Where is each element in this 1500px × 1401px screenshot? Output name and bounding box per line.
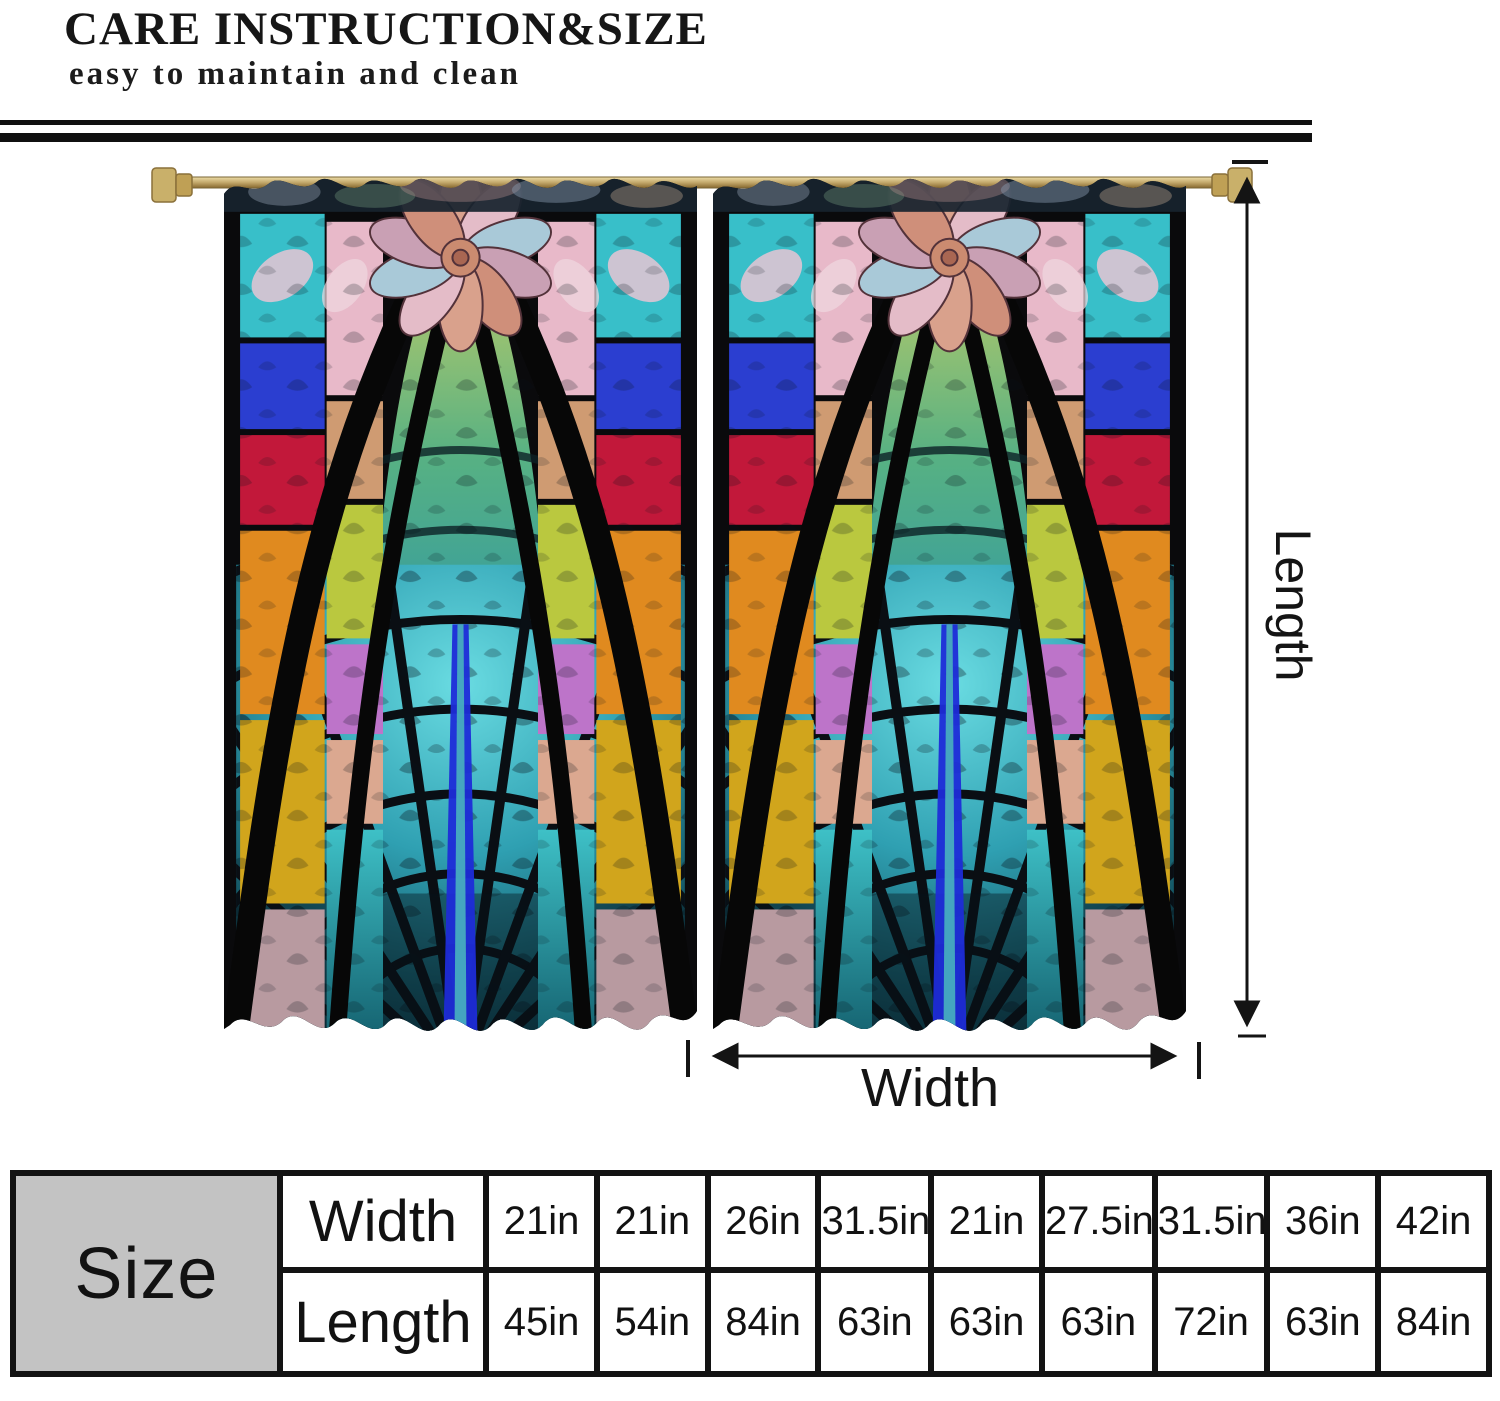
rod-finial-left — [151, 167, 193, 203]
width-label: Width — [860, 1058, 1000, 1118]
width-row-label: Width — [276, 1170, 490, 1273]
width-cell-7: 31.5in — [1151, 1170, 1271, 1273]
length-cell-3: 84in — [704, 1267, 822, 1377]
length-label: Length — [1265, 528, 1321, 682]
size-table-container: Size Width 21in 21in 26in 31.5in 21in 27… — [10, 1170, 1492, 1377]
length-cell-4: 63in — [815, 1267, 935, 1377]
page-title: CARE INSTRUCTION&SIZE — [64, 3, 708, 55]
width-cell-1: 21in — [483, 1170, 600, 1273]
size-corner-cell: Size — [10, 1170, 283, 1377]
width-cell-8: 36in — [1264, 1170, 1382, 1273]
width-cell-3: 26in — [704, 1170, 822, 1273]
width-arrow — [686, 1040, 1201, 1079]
length-arrow — [1232, 160, 1268, 1038]
size-table: Size Width 21in 21in 26in 31.5in 21in 27… — [10, 1170, 1492, 1377]
width-cell-9: 42in — [1375, 1170, 1492, 1273]
length-cell-1: 45in — [483, 1267, 600, 1377]
width-cell-6: 27.5in — [1038, 1170, 1158, 1273]
divider-line-thick — [0, 133, 1312, 142]
width-cell-5: 21in — [928, 1170, 1045, 1273]
length-row-label: Length — [276, 1267, 490, 1377]
width-cell-4: 31.5in — [815, 1170, 935, 1273]
length-cell-8: 63in — [1264, 1267, 1382, 1377]
length-cell-6: 63in — [1038, 1267, 1158, 1377]
page-subtitle: easy to maintain and clean — [69, 56, 522, 92]
length-cell-7: 72in — [1151, 1267, 1271, 1377]
width-cell-2: 21in — [593, 1170, 711, 1273]
length-cell-9: 84in — [1375, 1267, 1492, 1377]
length-cell-2: 54in — [593, 1267, 711, 1377]
divider-line-thin — [0, 120, 1312, 125]
length-cell-5: 63in — [928, 1267, 1045, 1377]
